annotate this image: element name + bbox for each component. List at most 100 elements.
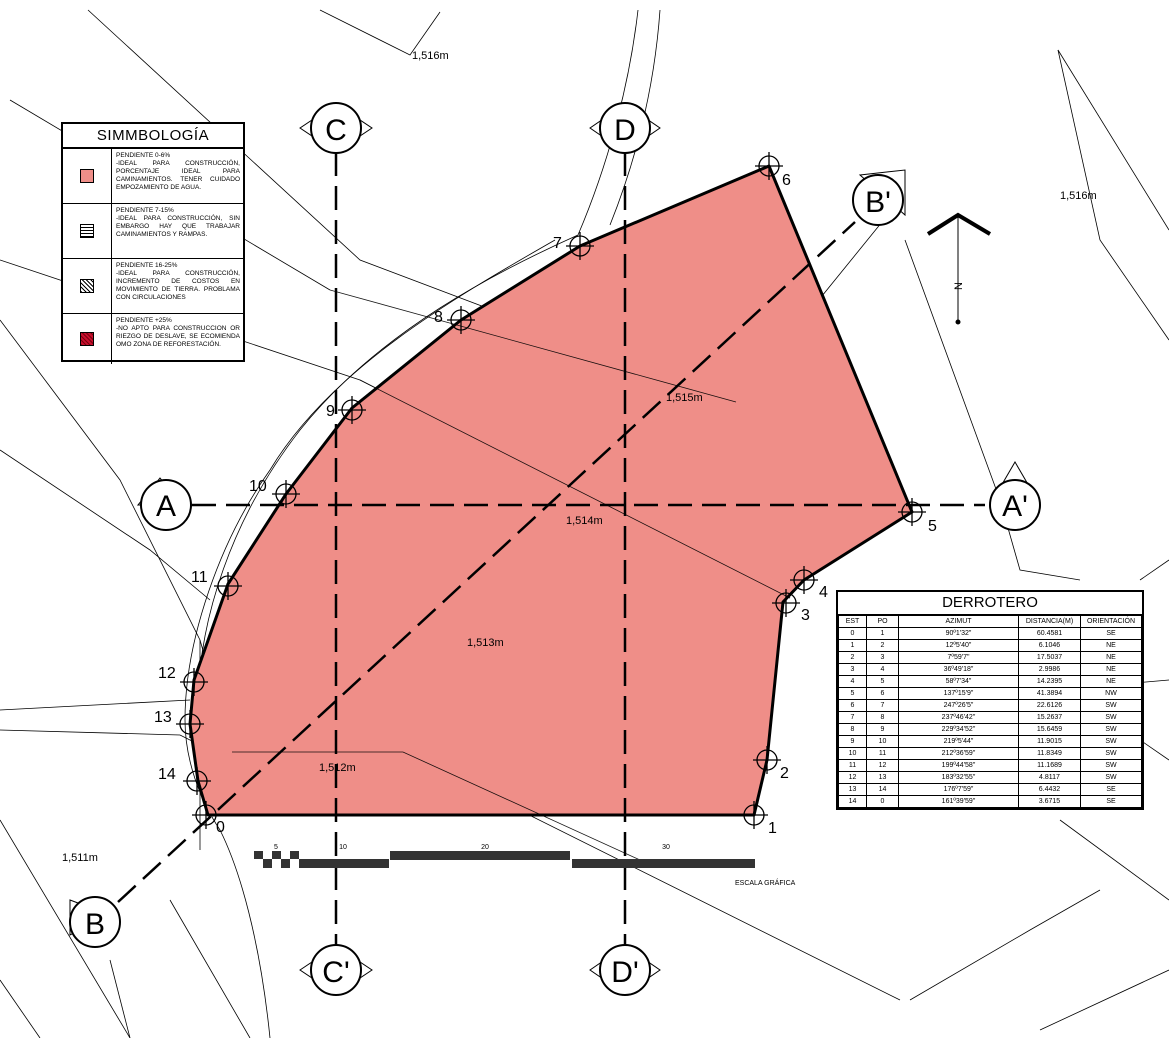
table-cell: 0 xyxy=(838,627,867,640)
section-marker-b-prime xyxy=(852,169,906,226)
derrotero-table-box: DERROTERO EST PO AZIMUT DISTANCIA(M) ORI… xyxy=(836,590,1144,810)
table-cell: 12 xyxy=(866,759,899,772)
vertex-label-5: 5 xyxy=(928,518,937,535)
table-cell: 229º34'52" xyxy=(898,723,1019,736)
table-cell: 12º5'40" xyxy=(898,639,1019,652)
vertex-labels: 0 1 2 3 4 5 6 7 8 9 10 11 12 13 14 xyxy=(154,172,937,837)
table-cell: 10 xyxy=(866,735,899,748)
col-header: PO xyxy=(866,615,899,628)
derrotero-title: DERROTERO xyxy=(838,592,1142,615)
section-marker-d xyxy=(589,102,661,154)
table-cell: 15.2637 xyxy=(1018,711,1081,724)
section-label-d-prime: D' xyxy=(611,956,638,989)
interior-contours xyxy=(232,289,791,861)
legend-item-title: PENDIENTE +25% xyxy=(116,317,172,324)
vertex-label-13: 13 xyxy=(154,709,172,726)
section-letters: A A' C C' D D' B B' xyxy=(85,114,1028,989)
table-cell: SE xyxy=(1080,795,1142,808)
red-hatch-icon xyxy=(80,332,94,346)
table-cell: 13 xyxy=(838,783,867,796)
vertex-marker-5 xyxy=(898,498,926,526)
vertex-marker-0 xyxy=(192,801,220,829)
cross-hatch-icon xyxy=(80,279,94,293)
derrotero-table: EST PO AZIMUT DISTANCIA(M) ORIENTACIÓN 0… xyxy=(838,615,1142,808)
table-cell: SW xyxy=(1080,747,1142,760)
contour-label: 1,515m xyxy=(666,392,703,404)
section-label-a: A xyxy=(156,490,176,523)
scale-tick: 5 xyxy=(274,844,278,851)
legend-item: PENDIENTE 0-6% -IDEAL PARA CONSTRUCCIÓN,… xyxy=(63,149,243,204)
section-marker-a-prime xyxy=(989,461,1041,531)
table-row: 4 5 58º7'34" 14.2395 NE xyxy=(838,675,1142,688)
vertex-label-0: 0 xyxy=(216,819,225,836)
section-lines xyxy=(117,152,985,945)
table-cell: 13 xyxy=(866,771,899,784)
table-cell: 11.1689 xyxy=(1018,759,1081,772)
table-cell: 1 xyxy=(866,627,899,640)
table-cell: 237º46'42" xyxy=(898,711,1019,724)
vertex-label-7: 7 xyxy=(553,235,562,252)
legend-item-title: PENDIENTE 7-15% xyxy=(116,207,174,214)
table-cell: 5 xyxy=(866,675,899,688)
table-cell: 6.1046 xyxy=(1018,639,1081,652)
legend-item: PENDIENTE 16-25% -IDEAL PARA CONSTRUCCIÓ… xyxy=(63,259,243,314)
legend-item-text: -NO APTO PARA CONSTRUCCION OR RIEZGO DE … xyxy=(116,325,240,348)
section-label-c-prime: C' xyxy=(322,956,349,989)
table-cell: NE xyxy=(1080,639,1142,652)
table-cell: 4 xyxy=(866,663,899,676)
contour-label: 1,516m xyxy=(1060,190,1097,202)
vertex-marker-10 xyxy=(272,480,300,508)
table-cell: SE xyxy=(1080,627,1142,640)
vertex-marker-7 xyxy=(566,232,594,260)
table-cell: SE xyxy=(1080,783,1142,796)
contour-labels: 1,516m 1,516m 1,515m 1,514m 1,513m 1,512… xyxy=(62,50,1097,864)
table-cell: 8 xyxy=(866,711,899,724)
table-cell: 137º15'9" xyxy=(898,687,1019,700)
table-cell: NE xyxy=(1080,651,1142,664)
table-cell: 60.4581 xyxy=(1018,627,1081,640)
vertex-marker-2 xyxy=(753,746,781,774)
table-cell: 2 xyxy=(838,651,867,664)
table-cell: 11.8349 xyxy=(1018,747,1081,760)
table-cell: 11.9015 xyxy=(1018,735,1081,748)
col-header: EST xyxy=(838,615,867,628)
table-cell: 90º1'32" xyxy=(898,627,1019,640)
vertex-label-10: 10 xyxy=(249,478,267,495)
section-markers xyxy=(69,102,1041,996)
table-header-row: EST PO AZIMUT DISTANCIA(M) ORIENTACIÓN xyxy=(838,615,1142,628)
vertex-marker-8 xyxy=(447,306,475,334)
section-line-b xyxy=(117,221,856,903)
table-cell: 3.6715 xyxy=(1018,795,1081,808)
table-cell: 9 xyxy=(866,723,899,736)
col-header: ORIENTACIÓN xyxy=(1080,615,1142,628)
vertex-label-11: 11 xyxy=(191,569,208,586)
table-cell: 4 xyxy=(838,675,867,688)
vertex-label-2: 2 xyxy=(780,765,789,782)
table-cell: 6 xyxy=(866,687,899,700)
table-cell: 6 xyxy=(838,699,867,712)
north-arrow-icon: N xyxy=(926,212,992,325)
vertex-marker-14 xyxy=(183,767,211,795)
table-row: 13 14 176º7'59" 6.4432 SE xyxy=(838,783,1142,796)
terrain-polygon xyxy=(188,164,914,817)
table-row: 1 2 12º5'40" 6.1046 NE xyxy=(838,639,1142,652)
table-cell: 15.6459 xyxy=(1018,723,1081,736)
table-cell: 36º49'18" xyxy=(898,663,1019,676)
table-row: 2 3 7º59'7" 17.5037 NE xyxy=(838,651,1142,664)
vertex-marker-13 xyxy=(176,710,204,738)
contour-label: 1,514m xyxy=(566,515,603,527)
legend-item-title: PENDIENTE 0-6% xyxy=(116,152,171,159)
table-cell: 183º32'55" xyxy=(898,771,1019,784)
table-cell: SW xyxy=(1080,699,1142,712)
table-cell: 2 xyxy=(866,639,899,652)
section-marker-c-prime xyxy=(299,944,373,996)
table-cell: 14 xyxy=(838,795,867,808)
section-label-b: B xyxy=(85,908,105,941)
table-row: 5 6 137º15'9" 41.3894 NW xyxy=(838,687,1142,700)
contour-label: 1,511m xyxy=(62,852,98,864)
table-cell: 3 xyxy=(838,663,867,676)
table-cell: NE xyxy=(1080,663,1142,676)
legend-item-text: -IDEAL PARA CONSTRUCCIÓN, INCREMENTO DE … xyxy=(116,270,240,301)
graphic-scale: 5 10 20 30 ESCALA GRÁFICA xyxy=(254,844,796,887)
